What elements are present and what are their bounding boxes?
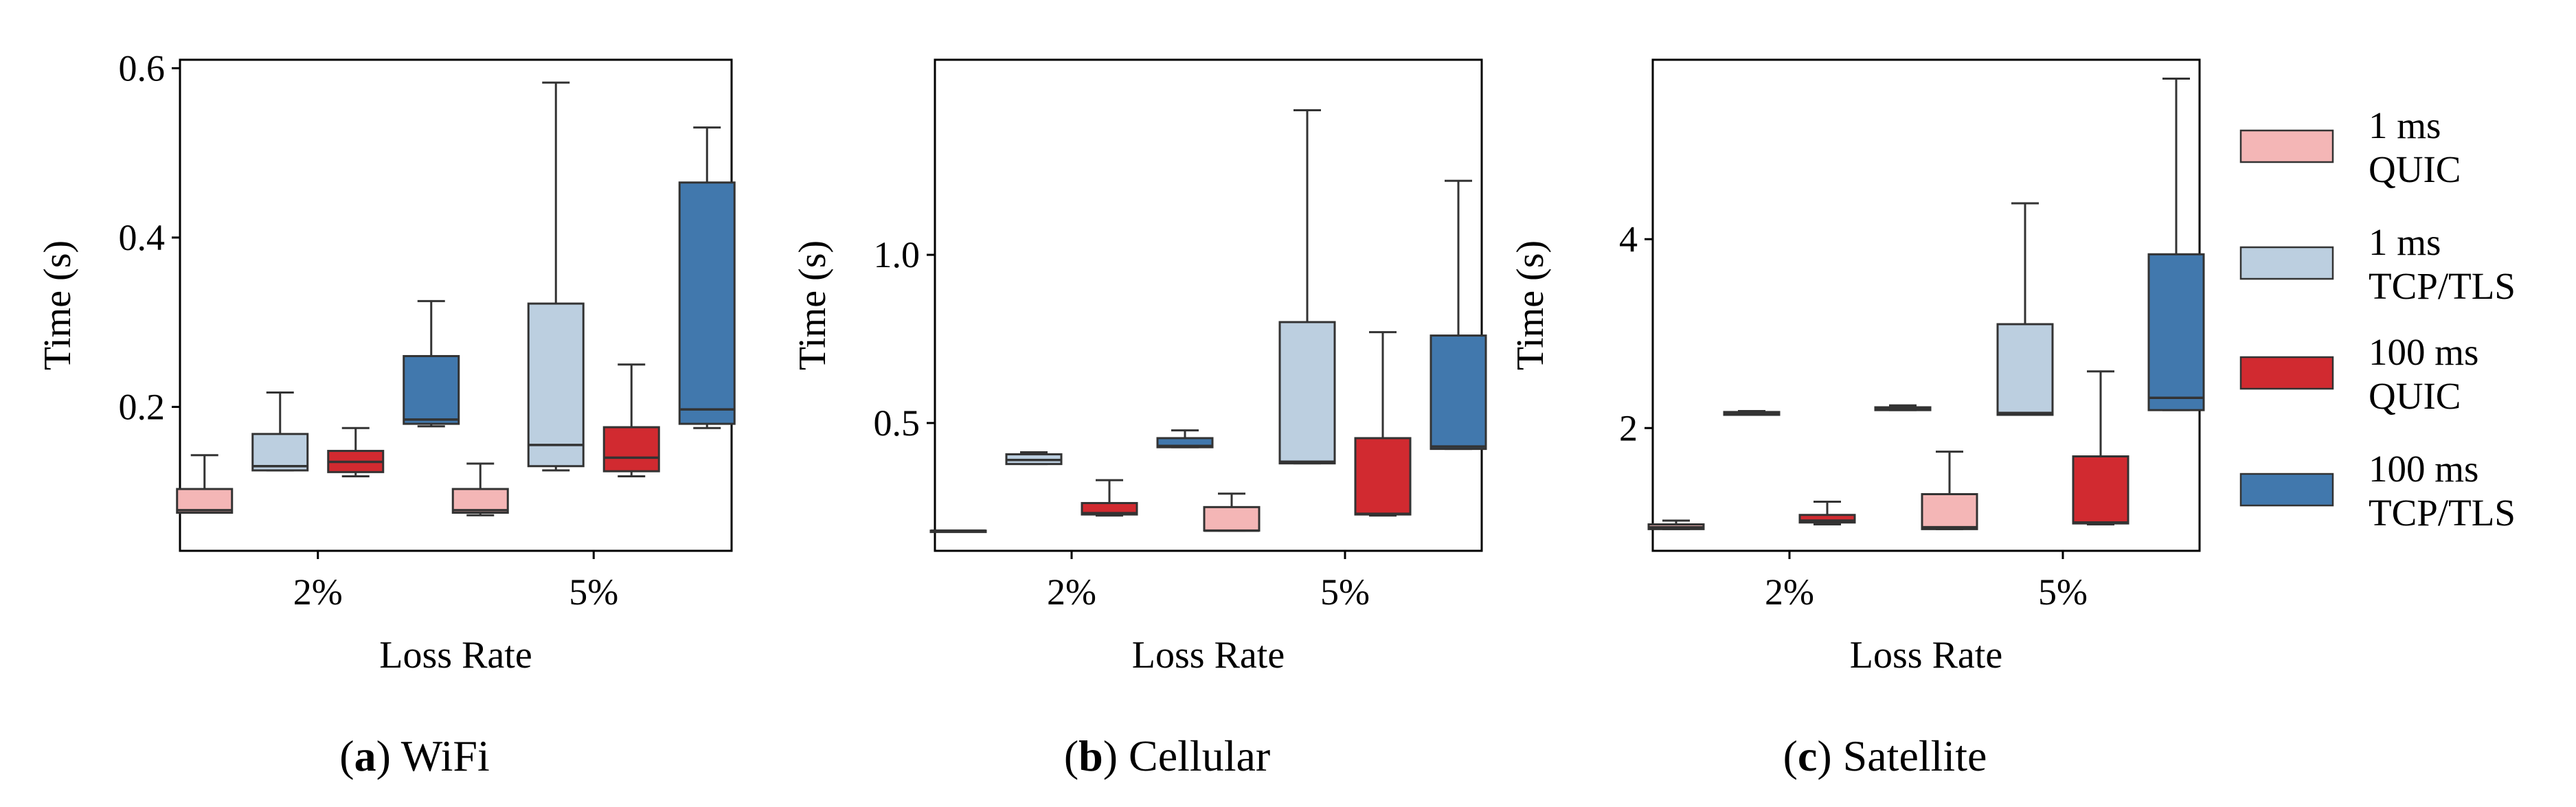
box-2pct-series-3 bbox=[403, 299, 460, 428]
box-2pct-series-1 bbox=[1723, 410, 1781, 416]
y-axis-label: Time (s) bbox=[1509, 240, 1552, 370]
y-axis-label: Time (s) bbox=[791, 240, 834, 370]
box-5pct-series-2 bbox=[602, 363, 660, 478]
iqr-box bbox=[527, 302, 585, 468]
box-2pct-series-1 bbox=[251, 391, 309, 472]
box-5pct-series-3 bbox=[678, 126, 736, 429]
legend-swatch bbox=[2239, 246, 2334, 280]
box-5pct-series-2 bbox=[2072, 370, 2129, 525]
x-tick-label: 5% bbox=[569, 571, 618, 613]
legend-label-line2: QUIC bbox=[2369, 148, 2461, 190]
iqr-box bbox=[678, 181, 736, 425]
box-2pct-series-0 bbox=[929, 529, 987, 534]
iqr-box bbox=[1081, 501, 1138, 516]
box-2pct-series-0 bbox=[176, 454, 234, 514]
y-tick-label: 0.5 bbox=[874, 402, 920, 444]
iqr-box bbox=[2147, 253, 2205, 411]
box-5pct-series-0 bbox=[451, 462, 509, 516]
box-5pct-series-1 bbox=[1278, 109, 1336, 465]
iqr-box bbox=[451, 488, 509, 514]
box-5pct-series-1 bbox=[1996, 202, 2054, 416]
box-5pct-series-3 bbox=[2147, 78, 2205, 411]
panel-c: 2 4 2% 5% Loss Rate Time (s) (c) Satellite bbox=[1509, 58, 2205, 780]
legend-label-line1: 100 ms bbox=[2369, 448, 2478, 490]
iqr-box bbox=[1354, 437, 1412, 516]
legend-label-line2: TCP/TLS bbox=[2369, 265, 2516, 307]
box-2pct-series-2 bbox=[1798, 501, 1856, 525]
panel-a: 0.2 0.4 0.6 2% 5% Loss Rate Time (s) (a) WiFi bbox=[36, 47, 736, 780]
box-5pct-series-1 bbox=[527, 81, 585, 472]
legend-label-line1: 1 ms bbox=[2369, 221, 2441, 263]
iqr-box bbox=[251, 433, 309, 472]
y-tick-label: 4 bbox=[1619, 218, 1638, 260]
iqr-box bbox=[403, 354, 460, 425]
box-5pct-series-2 bbox=[1354, 331, 1412, 517]
legend-label-line1: 100 ms bbox=[2369, 331, 2478, 373]
box-5pct-series-0 bbox=[1921, 451, 1978, 530]
legend-swatch bbox=[2239, 473, 2334, 507]
iqr-box bbox=[1798, 514, 1856, 524]
box-2pct-series-1 bbox=[1005, 451, 1063, 466]
iqr-box bbox=[1430, 334, 1487, 451]
legend-swatch bbox=[2239, 129, 2334, 163]
y-tick-label: 0.4 bbox=[119, 217, 166, 258]
x-axis-label: Loss Rate bbox=[1850, 634, 2002, 677]
x-axis-label: Loss Rate bbox=[379, 634, 532, 677]
y-tick-label: 2 bbox=[1619, 407, 1638, 448]
y-tick-label: 1.0 bbox=[874, 234, 920, 275]
legend-label-line2: QUIC bbox=[2369, 375, 2461, 417]
iqr-box bbox=[1203, 505, 1261, 532]
plot-frame bbox=[934, 58, 1483, 552]
box-2pct-series-0 bbox=[1647, 519, 1705, 530]
box-2pct-series-3 bbox=[1874, 404, 1932, 411]
x-tick-label: 5% bbox=[2038, 571, 2088, 613]
legend-label-line2: TCP/TLS bbox=[2369, 492, 2516, 534]
iqr-box bbox=[1921, 493, 1978, 530]
iqr-box bbox=[1278, 321, 1336, 465]
box-2pct-series-3 bbox=[1156, 429, 1214, 448]
box-2pct-series-2 bbox=[1081, 479, 1138, 517]
x-tick-label: 2% bbox=[1047, 571, 1096, 613]
y-axis-label: Time (s) bbox=[36, 240, 79, 370]
y-tick-label: 0.6 bbox=[119, 47, 166, 89]
x-tick-label: 5% bbox=[1320, 571, 1370, 613]
plot-frame bbox=[179, 58, 733, 552]
panel-b: 0.5 1.0 2% 5% Loss Rate Time (s) (b) Cellular bbox=[791, 58, 1487, 780]
iqr-box bbox=[1996, 323, 2054, 416]
panel-caption: (b) Cellular bbox=[1064, 731, 1270, 780]
legend-label-line1: 1 ms bbox=[2369, 104, 2441, 146]
box-5pct-series-3 bbox=[1430, 179, 1487, 451]
x-tick-label: 2% bbox=[1765, 571, 1814, 613]
box-5pct-series-0 bbox=[1203, 492, 1261, 532]
legend-swatch bbox=[2239, 356, 2334, 390]
box-2pct-series-2 bbox=[327, 427, 385, 478]
y-tick-label: 0.2 bbox=[119, 386, 166, 427]
x-axis-label: Loss Rate bbox=[1132, 634, 1285, 677]
iqr-box bbox=[602, 426, 660, 473]
panel-caption: (a) WiFi bbox=[339, 731, 489, 780]
iqr-box bbox=[176, 488, 234, 514]
panel-caption: (c) Satellite bbox=[1783, 731, 1987, 780]
iqr-box bbox=[2072, 455, 2129, 525]
x-tick-label: 2% bbox=[293, 571, 343, 613]
